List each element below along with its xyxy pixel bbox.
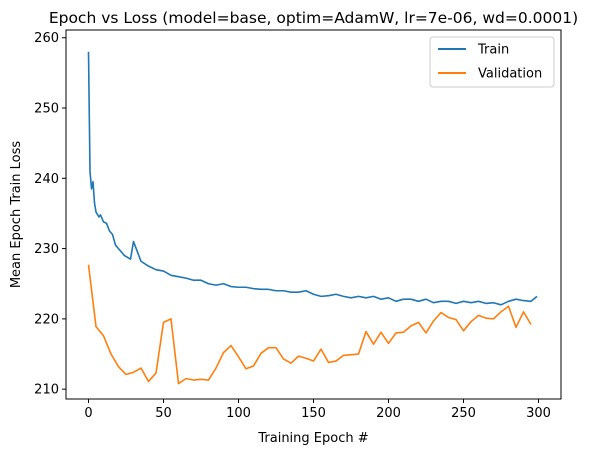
y-tick-label: 220 [34,312,59,327]
legend: Train Validation [429,36,555,88]
x-tick-label: 50 [155,406,172,421]
x-tick-label: 300 [526,406,551,421]
plot-lines [87,51,538,385]
x-axis-label: Training Epoch # [257,431,368,446]
x-tick-label: 100 [226,406,251,421]
y-tick-label: 260 [34,31,59,46]
x-tick-label: 0 [84,406,92,421]
y-tick-label: 240 [34,172,59,187]
series-line-validation [87,264,532,385]
legend-label: Train [477,43,509,58]
chart-title: Epoch vs Loss (model=base, optim=AdamW, … [49,9,578,27]
y-tick-label: 250 [34,102,59,117]
y-tick-label: 230 [34,242,59,257]
x-tick-label: 250 [451,406,476,421]
y-tick-label: 210 [34,383,59,398]
x-tick-label: 200 [376,406,401,421]
y-axis: 210 220 230 240 250 260 [34,31,66,398]
x-axis: 0 50 100 150 200 250 300 [84,399,551,421]
x-tick-label: 150 [301,406,326,421]
series-line-train [87,51,538,306]
legend-label: Validation [478,67,542,82]
y-axis-label: Mean Epoch Train Loss [9,141,24,289]
